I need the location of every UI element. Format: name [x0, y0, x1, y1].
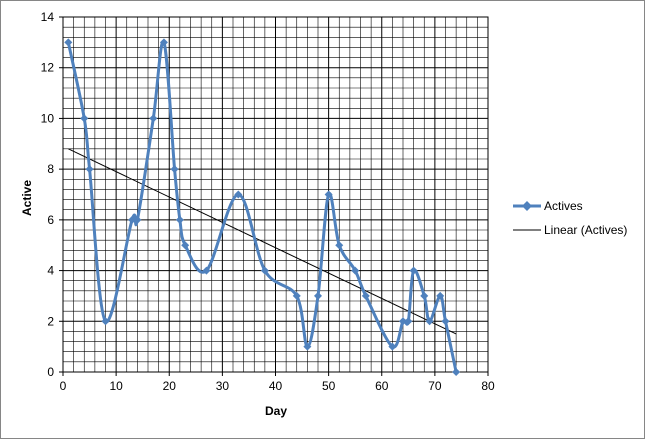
actives-data-point: [314, 291, 322, 300]
y-tick-label: 0: [47, 365, 54, 379]
actives-data-point: [133, 215, 142, 224]
actives-data-point: [292, 291, 301, 300]
x-tick-label: 80: [481, 379, 495, 393]
actives-data-point: [85, 165, 94, 174]
y-tick-label: 4: [47, 264, 54, 278]
legend-actives-label: Actives: [544, 199, 583, 213]
x-tick-label: 40: [269, 379, 283, 393]
actives-data-point: [159, 38, 168, 47]
actives-data-point: [101, 317, 110, 326]
actives-data-point: [128, 215, 137, 224]
x-tick-label: 10: [109, 379, 123, 393]
legend-actives-marker: [522, 201, 532, 211]
x-tick-label: 0: [60, 379, 67, 393]
series-layer: [64, 38, 461, 376]
actives-data-point: [170, 165, 179, 174]
x-axis-ticks: 0 10 20 30 40 50 60 70 80: [60, 372, 495, 393]
x-tick-label: 30: [216, 379, 230, 393]
y-tick-label: 2: [47, 314, 54, 328]
actives-data-point: [64, 38, 73, 47]
x-tick-label: 20: [163, 379, 177, 393]
actives-data-point: [234, 190, 243, 199]
y-tick-label: 10: [41, 111, 55, 125]
x-tick-label: 60: [375, 379, 389, 393]
actives-data-point: [335, 241, 344, 250]
actives-data-point: [441, 317, 450, 326]
legend: Actives Linear (Actives): [513, 199, 627, 237]
actives-data-point: [409, 266, 418, 275]
actives-data-point: [175, 215, 184, 224]
actives-data-point: [399, 317, 407, 326]
actives-data-point: [452, 368, 461, 376]
x-tick-label: 70: [428, 379, 442, 393]
y-tick-label: 14: [41, 10, 55, 24]
actives-data-point: [324, 190, 333, 199]
y-tick-label: 6: [47, 213, 54, 227]
actives-data-point: [202, 266, 211, 275]
actives-data-point: [80, 114, 89, 123]
x-axis-title: Day: [265, 404, 287, 418]
trendline-layer: [68, 148, 457, 335]
actives-data-point: [260, 266, 269, 275]
y-axis-title: Active: [20, 180, 34, 216]
actives-data-point: [420, 291, 429, 300]
actives-data-point: [303, 342, 312, 351]
actives-series-line: [66, 40, 458, 373]
y-tick-label: 8: [47, 162, 54, 176]
actives-data-point: [361, 291, 370, 300]
actives-data-point: [436, 291, 445, 300]
y-axis-ticks: 0 2 4 6 8 10 12 14: [41, 10, 63, 379]
actives-data-point: [181, 241, 190, 250]
linear-trendline: [68, 148, 457, 335]
actives-data-point: [351, 266, 360, 275]
actives-data-point: [149, 114, 158, 123]
x-tick-label: 50: [322, 379, 336, 393]
actives-data-point: [404, 317, 413, 326]
y-tick-label: 12: [41, 61, 55, 75]
actives-data-point: [425, 317, 434, 326]
actives-data-point: [388, 342, 397, 351]
legend-linear-label: Linear (Actives): [544, 223, 627, 237]
